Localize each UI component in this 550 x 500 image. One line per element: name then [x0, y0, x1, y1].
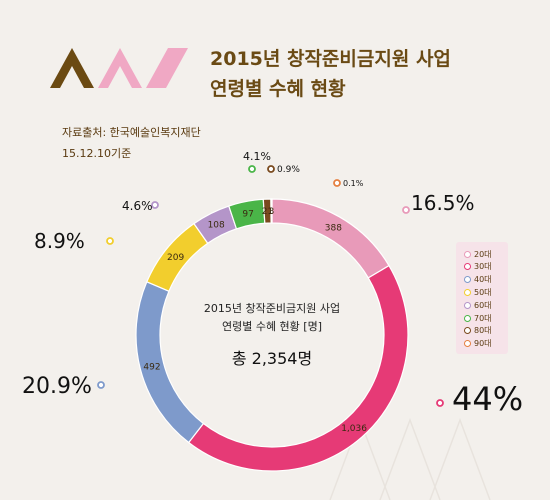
percent-label: 0.9% [277, 165, 300, 175]
legend-marker [464, 263, 471, 271]
callout-marker [436, 399, 444, 407]
source-date: 15.12.10기준 [62, 147, 132, 160]
legend-label: 20대 [474, 249, 492, 259]
callout-marker [151, 201, 159, 209]
legend-label: 90대 [474, 339, 492, 349]
slice-value-label: 108 [208, 220, 225, 230]
legend-marker [464, 276, 471, 284]
callout-marker [97, 381, 105, 389]
legend-marker [464, 288, 471, 296]
legend-item: 50대 [464, 286, 492, 298]
legend-label: 70대 [474, 313, 492, 323]
slice-value-label: 97 [242, 209, 253, 219]
legend-label: 60대 [474, 300, 492, 310]
callout-marker [248, 165, 256, 173]
percent-label: 0.1% [343, 179, 364, 188]
percent-label: 20.9% [22, 374, 92, 399]
page-subtitle: 연령별 수혜 현황 [210, 78, 346, 100]
slice-value-label: 1,036 [341, 424, 367, 434]
center-title: 2015년 창작준비금지원 사업 [204, 302, 340, 315]
center-total: 총 2,354명 [232, 349, 312, 368]
slice-value-label: 21 [262, 207, 273, 217]
percent-label: 16.5% [411, 191, 475, 215]
legend-item: 70대 [464, 312, 492, 324]
slice-value-label: 3 [269, 207, 275, 217]
legend-item: 30대 [464, 261, 492, 273]
percent-label: 4.1% [243, 150, 271, 163]
legend-marker [464, 314, 471, 322]
donut-slice-2 [187, 264, 409, 472]
percent-label: 4.6% [122, 199, 153, 213]
brand-logo [50, 48, 188, 88]
source-label: 자료출처: 한국예술인복지재단 [62, 126, 201, 139]
slice-value-label: 388 [325, 223, 342, 233]
callout-marker [333, 179, 341, 187]
callout-marker [267, 165, 275, 173]
legend-marker [464, 250, 471, 258]
donut-chart: 388 1,036 492 209 108 97 213 2015년 창작준비금지원 사업연령… [135, 198, 409, 472]
percent-callouts: 16.5% 44% 20.9% 8.9% 4.6% 4.1% 0.9% 0.1% [22, 150, 523, 418]
page-title: 2015년 창작준비금지원 사업 [210, 48, 451, 70]
callout-marker [402, 206, 410, 214]
donut-slice-8 [270, 198, 273, 224]
percent-label: 44% [452, 380, 523, 418]
legend-item: 20대 [464, 248, 492, 260]
legend-item: 60대 [464, 299, 492, 311]
legend-marker [464, 301, 471, 309]
slice-value-label: 209 [167, 253, 184, 263]
legend-label: 50대 [474, 287, 492, 297]
legend-marker [464, 327, 471, 335]
callout-marker [106, 237, 114, 245]
slice-value-label: 492 [143, 362, 160, 372]
legend-label: 80대 [474, 326, 492, 336]
center-subtitle: 연령별 수혜 현황 [명] [222, 320, 322, 333]
chart-legend: 20대 30대 40대 50대 60대 70대 80대 90대 [456, 242, 508, 354]
donut-slice-1 [271, 198, 390, 279]
legend-marker [464, 340, 471, 348]
legend-item: 80대 [464, 325, 492, 337]
legend-label: 40대 [474, 275, 492, 285]
legend-item: 90대 [464, 338, 492, 350]
legend-item: 40대 [464, 274, 492, 286]
percent-label: 8.9% [34, 229, 85, 253]
legend-label: 30대 [474, 262, 492, 272]
